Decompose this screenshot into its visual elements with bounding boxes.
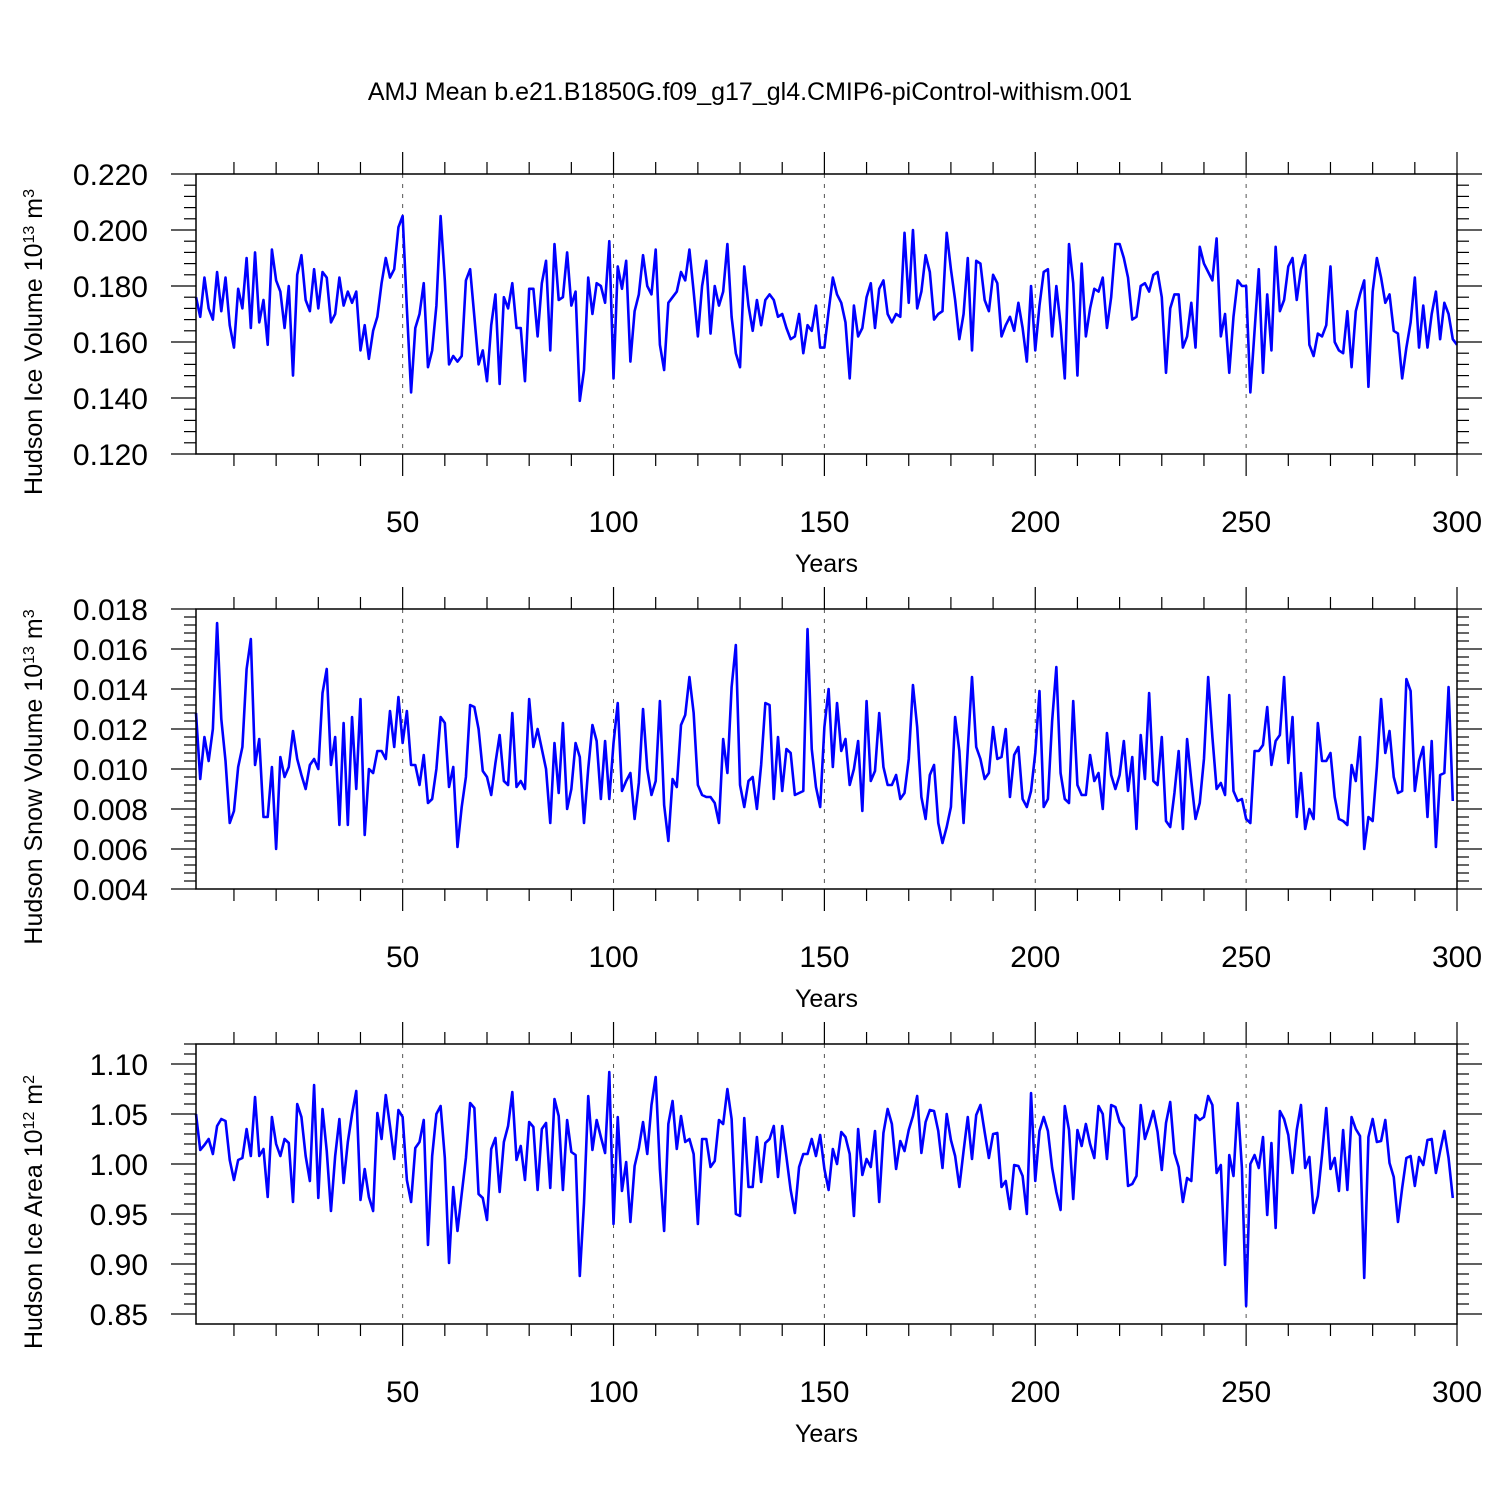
x-tick-label: 50	[386, 941, 419, 974]
y-axis-title-superscript: 2	[21, 1075, 38, 1084]
y-axis-title-superscript: 3	[21, 609, 38, 618]
y-axis-title-part: m	[20, 618, 48, 646]
x-tick-label: 250	[1221, 506, 1271, 539]
series-line	[194, 1070, 1455, 1308]
y-tick-label: 0.016	[73, 634, 148, 667]
y-tick-label: 0.85	[90, 1299, 148, 1332]
x-tick-label: 300	[1432, 1376, 1482, 1409]
plot-frame	[195, 608, 1458, 890]
y-tick-label: 0.160	[73, 327, 148, 360]
x-tick-label: 100	[588, 1376, 638, 1409]
plot-frame	[195, 173, 1458, 455]
panels: 50 100 150 200 250 300Years0.1200.1400.1600.1…	[20, 152, 1482, 1448]
x-tick-label: 150	[799, 1376, 849, 1409]
y-tick-label: 0.014	[73, 674, 148, 707]
y-axis-title: Hudson Snow Volume 1013 m3	[20, 609, 48, 944]
y-tick-label: 0.010	[73, 754, 148, 787]
x-tick-label: 300	[1432, 506, 1482, 539]
y-tick-label: 1.10	[90, 1049, 148, 1082]
y-tick-label: 0.006	[73, 834, 148, 867]
x-tick-label: 250	[1221, 1376, 1271, 1409]
x-tick-label: 200	[1010, 1376, 1060, 1409]
y-axis-title-part: m	[20, 1084, 48, 1112]
x-tick-label: 150	[799, 941, 849, 974]
y-tick-label: 0.120	[73, 439, 148, 472]
y-tick-label: 0.008	[73, 794, 148, 827]
y-axis-title-superscript: 13	[21, 226, 38, 244]
x-tick-label: 50	[386, 506, 419, 539]
series-line	[194, 621, 1455, 851]
panel-2: 50 100 150 200 250 300 Years 0.004 0.006 0.008 0.0…	[20, 587, 1482, 1013]
y-tick-label: 0.018	[73, 594, 148, 627]
y-axis-title-part: Hudson Ice Volume 10	[20, 243, 48, 495]
y-axis-title: Hudson Ice Area 1012 m2	[20, 1075, 48, 1349]
y-tick-label: 0.95	[90, 1199, 148, 1232]
y-axis-title: Hudson Ice Volume 1013 m3	[20, 189, 48, 495]
x-tick-label: 50	[386, 1376, 419, 1409]
y-tick-label: 0.200	[73, 215, 148, 248]
figure-title: AMJ Mean b.e21.B1850G.f09_g17_gl4.CMIP6-…	[368, 78, 1132, 106]
panel-3: 50 100 150 200 250 300 Years 0.85 0.90 0.95 1.00 1.…	[20, 1022, 1482, 1448]
y-axis-title-part: m	[20, 198, 48, 226]
y-tick-label: 0.004	[73, 874, 148, 907]
y-tick-label: 1.05	[90, 1099, 148, 1132]
x-tick-label: 200	[1010, 941, 1060, 974]
y-tick-label: 0.012	[73, 714, 148, 747]
y-tick-label: 0.90	[90, 1249, 148, 1282]
x-axis-title: Years	[795, 985, 858, 1013]
y-axis-title-superscript: 13	[21, 646, 38, 664]
y-axis-title-superscript: 3	[21, 189, 38, 198]
y-tick-label: 0.140	[73, 383, 148, 416]
x-tick-label: 100	[588, 941, 638, 974]
panel-1: 50 100 150 200 250 300 Years 0.120 0.140 0.160 0.1…	[20, 152, 1482, 578]
x-axis-title: Years	[795, 550, 858, 578]
y-tick-label: 0.220	[73, 159, 148, 192]
y-axis-title-part: Hudson Snow Volume 10	[20, 664, 48, 945]
x-tick-label: 150	[799, 506, 849, 539]
x-tick-label: 250	[1221, 941, 1271, 974]
y-tick-label: 0.180	[73, 271, 148, 304]
series-line	[194, 214, 1459, 403]
x-tick-label: 300	[1432, 941, 1482, 974]
x-tick-label: 200	[1010, 506, 1060, 539]
y-tick-label: 1.00	[90, 1149, 148, 1182]
y-axis-title-part: Hudson Ice Area 10	[20, 1129, 48, 1349]
x-axis-title: Years	[795, 1420, 858, 1448]
y-axis-title-superscript: 12	[21, 1112, 38, 1130]
x-tick-label: 100	[588, 506, 638, 539]
